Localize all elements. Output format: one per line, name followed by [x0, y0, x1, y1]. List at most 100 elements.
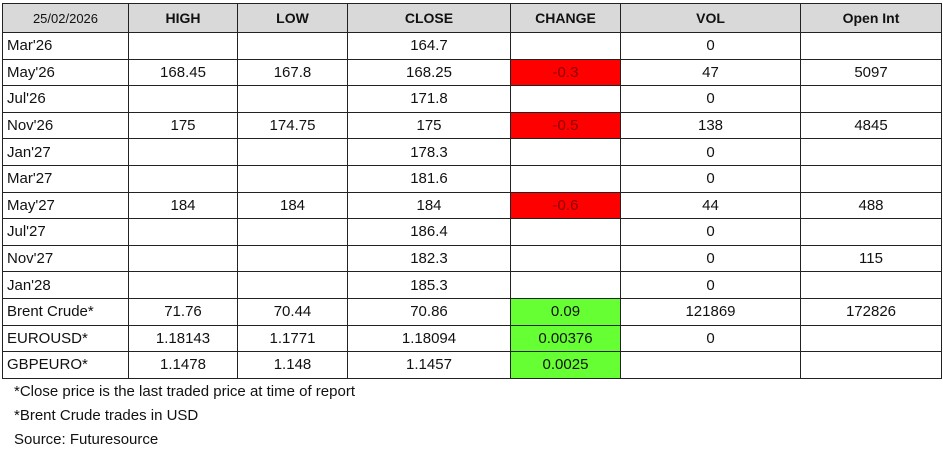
table-cell: 186.4 [347, 218, 511, 246]
table-cell: 0 [620, 271, 801, 299]
footnote: Source: Futuresource [14, 431, 159, 448]
table-row: Jul'26 171.8 0 [2, 85, 942, 113]
footnote: *Brent Crude trades in USD [14, 407, 199, 424]
header-cell: LOW [237, 3, 348, 33]
row-label: Nov'27 [2, 244, 129, 273]
table-cell [237, 164, 348, 193]
table-cell [128, 138, 238, 166]
table-cell: 0 [620, 218, 801, 246]
table-cell [237, 244, 348, 273]
table-cell: 178.3 [347, 138, 511, 166]
table-cell: 167.8 [237, 58, 348, 87]
table-row: Nov'26 175 174.75 175 -0.5 138 4845 [2, 111, 942, 140]
table-cell: 1.1457 [347, 351, 511, 379]
table-cell: 71.76 [128, 297, 238, 326]
table-cell [510, 32, 621, 60]
table-cell: 184 [347, 191, 511, 220]
table-row: Jan'28 185.3 0 [2, 271, 942, 299]
header-cell: CHANGE [510, 3, 621, 33]
table-cell: 168.45 [128, 58, 238, 87]
table-cell [800, 164, 942, 193]
table-cell [800, 32, 942, 60]
table-cell: 1.1478 [128, 351, 238, 379]
table-cell: 1.1771 [237, 324, 348, 353]
table-cell [800, 324, 942, 353]
table-cell: 184 [237, 191, 348, 220]
table-cell: 175 [128, 111, 238, 140]
table-cell: 0 [620, 138, 801, 166]
table-cell [510, 138, 621, 166]
table-cell: 181.6 [347, 164, 511, 193]
table-row: Nov'27 182.3 0 115 [2, 244, 942, 273]
table-cell: 0 [620, 164, 801, 193]
table-cell: 1.148 [237, 351, 348, 379]
table-row: Mar'26 164.7 0 [2, 32, 942, 60]
table-row: Mar'27 181.6 0 [2, 164, 942, 193]
header-cell: VOL [620, 3, 801, 33]
table-cell [128, 271, 238, 299]
table-cell: 115 [800, 244, 942, 273]
table-row: EUROUSD* 1.18143 1.1771 1.18094 0.00376 0 [2, 324, 942, 353]
row-label: Jul'26 [2, 85, 129, 113]
table-row: May'26 168.45 167.8 168.25 -0.3 47 5097 [2, 58, 942, 87]
footnote: *Close price is the last traded price at… [14, 383, 355, 400]
table-cell: 1.18143 [128, 324, 238, 353]
futures-table: 25/02/2026 HIGH LOW CLOSE CHANGE VOL Open Int … [2, 3, 942, 379]
row-label: Brent Crude* [2, 297, 129, 326]
table-cell [800, 85, 942, 113]
table-cell: 168.25 [347, 58, 511, 87]
table-cell: 70.86 [347, 297, 511, 326]
table-cell [510, 164, 621, 193]
table-cell [620, 351, 801, 379]
table-cell: 4845 [800, 111, 942, 140]
table-cell [237, 85, 348, 113]
table-cell [800, 351, 942, 379]
row-label: EUROUSD* [2, 324, 129, 353]
header-cell: Open Int [800, 3, 942, 33]
table-cell: 0.00376 [510, 324, 621, 353]
table-cell [128, 85, 238, 113]
row-label: Jan'28 [2, 271, 129, 299]
table-cell: 488 [800, 191, 942, 220]
table-cell [237, 218, 348, 246]
table-cell: 0.09 [510, 297, 621, 326]
table-cell: 185.3 [347, 271, 511, 299]
table-cell [128, 244, 238, 273]
row-label: May'27 [2, 191, 129, 220]
table-cell: 0.0025 [510, 351, 621, 379]
table-cell: 0 [620, 244, 801, 273]
table-cell: 184 [128, 191, 238, 220]
table-cell: 121869 [620, 297, 801, 326]
table-cell: 175 [347, 111, 511, 140]
table-row: GBPEURO* 1.1478 1.148 1.1457 0.0025 [2, 351, 942, 379]
row-label: Mar'27 [2, 164, 129, 193]
table-cell [237, 271, 348, 299]
table-cell: 1.18094 [347, 324, 511, 353]
footnotes: *Close price is the last traded price at… [14, 380, 355, 451]
table-cell: 138 [620, 111, 801, 140]
row-label: Jan'27 [2, 138, 129, 166]
table-cell: 47 [620, 58, 801, 87]
table-cell [128, 218, 238, 246]
table-cell [510, 85, 621, 113]
table-cell [800, 271, 942, 299]
header-cell: CLOSE [347, 3, 511, 33]
table-body: Mar'26 164.7 0 May'26 168.45 167.8 168.25 -0.3 4… [2, 32, 942, 379]
table-cell: 0 [620, 85, 801, 113]
row-label: Jul'27 [2, 218, 129, 246]
header-row: 25/02/2026 HIGH LOW CLOSE CHANGE VOL Open Int [2, 3, 942, 33]
table-cell: 164.7 [347, 32, 511, 60]
table-cell: 44 [620, 191, 801, 220]
table-cell: -0.6 [510, 191, 621, 220]
row-label: Nov'26 [2, 111, 129, 140]
table-cell: 172826 [800, 297, 942, 326]
table-cell [800, 218, 942, 246]
table-cell: -0.5 [510, 111, 621, 140]
row-label: Mar'26 [2, 32, 129, 60]
table-cell [237, 32, 348, 60]
row-label: GBPEURO* [2, 351, 129, 379]
table-row: Jul'27 186.4 0 [2, 218, 942, 246]
table-cell [510, 244, 621, 273]
table-cell [128, 164, 238, 193]
